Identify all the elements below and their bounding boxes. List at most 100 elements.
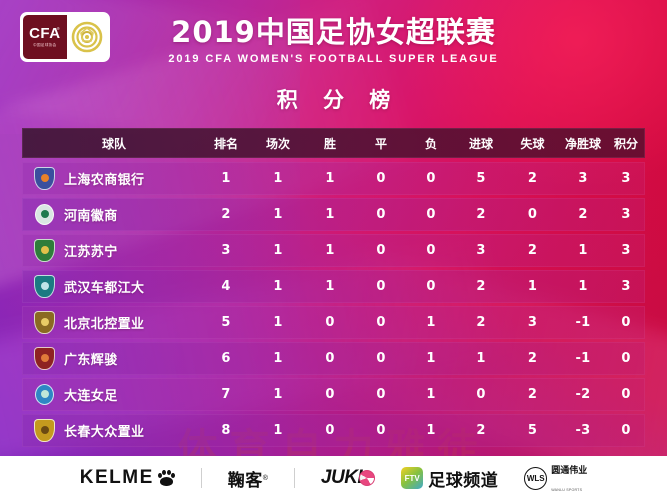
team-name: 武汉车都江大 bbox=[64, 281, 145, 296]
sponsor-ftv-channel[interactable]: FTV 足球频道 bbox=[401, 465, 498, 491]
sponsor-bar: KELME 鞠客 ® JUKI FTV 足球频道 WLS 圆通伟业 WANLU … bbox=[0, 456, 667, 500]
crest-guangdong-icon bbox=[34, 347, 55, 370]
football-icon bbox=[359, 470, 376, 486]
cell-goals-against: 2 bbox=[527, 351, 538, 366]
crest-shanghai-icon bbox=[34, 167, 55, 190]
sponsor-divider-2 bbox=[293, 468, 295, 488]
cell-goals-for: 2 bbox=[476, 423, 486, 438]
table-row[interactable]: 河南徽商 2 1 1 0 0 2 0 2 3 bbox=[22, 198, 645, 231]
table-row[interactable]: 广东辉骏 6 1 0 0 1 1 2 -1 0 bbox=[22, 342, 645, 375]
cell-goal-diff: -1 bbox=[575, 351, 591, 366]
cfa-logo-text: CFA bbox=[29, 24, 61, 42]
cell-team: 北京北控置业 bbox=[22, 311, 200, 334]
cell-draws: 0 bbox=[376, 351, 386, 366]
wls-wordmark: 圆通伟业 bbox=[551, 466, 588, 476]
cfa-logo: CFA ® 中国足球协会 bbox=[20, 12, 110, 62]
background-glow bbox=[397, 0, 667, 190]
cell-rank: 8 bbox=[221, 423, 231, 438]
crest-henan-icon bbox=[34, 203, 55, 226]
table-row[interactable]: 上海农商银行 1 1 1 0 0 5 2 3 3 bbox=[22, 162, 645, 195]
sponsor-wls[interactable]: WLS 圆通伟业 WANLU SPORTS bbox=[524, 465, 588, 492]
cell-team: 河南徽商 bbox=[22, 203, 200, 226]
cell-wins: 0 bbox=[325, 423, 335, 438]
cell-losses: 1 bbox=[426, 423, 436, 438]
cell-team: 大连女足 bbox=[22, 383, 200, 406]
cell-played: 1 bbox=[273, 171, 283, 186]
team-name: 上海农商银行 bbox=[64, 173, 145, 188]
cell-goals-for: 5 bbox=[476, 171, 486, 186]
header: CFA ® 中国足球协会 2019中国足协女超联赛 2019 CFA W bbox=[0, 0, 667, 122]
cell-draws: 0 bbox=[376, 207, 386, 222]
sponsor-juke[interactable]: 鞠客 ® bbox=[228, 465, 268, 491]
cell-wins: 0 bbox=[325, 387, 335, 402]
cell-goal-diff: 2 bbox=[578, 207, 588, 222]
column-header-team: 球队 bbox=[101, 136, 126, 151]
cell-goals-for: 2 bbox=[476, 315, 486, 330]
cell-draws: 0 bbox=[376, 387, 386, 402]
cell-draws: 0 bbox=[376, 243, 386, 258]
cell-points: 3 bbox=[621, 243, 631, 258]
cell-draws: 0 bbox=[376, 171, 386, 186]
cell-goal-diff: 1 bbox=[578, 243, 588, 258]
cell-rank: 7 bbox=[221, 387, 231, 402]
cell-draws: 0 bbox=[376, 315, 386, 330]
cell-losses: 1 bbox=[426, 315, 436, 330]
standings-table: 球队 排名 场次 胜 平 负 进球 失球 净胜球 积分 上海农商银行 1 1 1 0 0 5… bbox=[22, 128, 645, 450]
cfa-logo-wordmark: CFA ® 中国足球协会 bbox=[23, 15, 67, 59]
table-row[interactable]: 长春大众置业 8 1 0 0 1 2 5 -3 0 bbox=[22, 414, 645, 447]
cell-team: 武汉车都江大 bbox=[22, 275, 200, 298]
column-header-goal-diff: 净胜球 bbox=[564, 136, 601, 151]
cell-played: 1 bbox=[273, 207, 283, 222]
cell-goal-diff: -2 bbox=[575, 387, 591, 402]
cell-rank: 1 bbox=[221, 171, 231, 186]
cell-wins: 0 bbox=[325, 315, 335, 330]
page-title-en: 2019 CFA WOMEN'S FOOTBALL SUPER LEAGUE bbox=[168, 53, 499, 66]
cell-losses: 1 bbox=[426, 351, 436, 366]
kelme-wordmark: KELME bbox=[79, 467, 154, 488]
cell-wins: 1 bbox=[325, 279, 335, 294]
title-block: 2019中国足协女超联赛 2019 CFA WOMEN'S FOOTBALL S… bbox=[0, 15, 667, 66]
cell-losses: 1 bbox=[426, 387, 436, 402]
sponsor-juki[interactable]: JUKI bbox=[320, 465, 376, 491]
column-header-wins: 胜 bbox=[323, 136, 336, 151]
cell-wins: 1 bbox=[325, 171, 335, 186]
cell-played: 1 bbox=[273, 315, 283, 330]
table-row[interactable]: 武汉车都江大 4 1 1 0 0 2 1 1 3 bbox=[22, 270, 645, 303]
crest-dalian-icon bbox=[34, 383, 55, 406]
sponsor-kelme[interactable]: KELME bbox=[80, 465, 175, 491]
cell-rank: 6 bbox=[221, 351, 231, 366]
cell-points: 0 bbox=[621, 387, 631, 402]
team-name: 广东辉骏 bbox=[64, 353, 118, 368]
column-header-draws: 平 bbox=[374, 136, 387, 151]
cell-draws: 0 bbox=[376, 423, 386, 438]
cell-points: 0 bbox=[621, 351, 631, 366]
column-header-points: 积分 bbox=[613, 136, 638, 151]
cell-losses: 0 bbox=[426, 207, 436, 222]
wls-badge-icon: WLS bbox=[524, 466, 548, 490]
column-header-played: 场次 bbox=[265, 136, 290, 151]
team-name: 河南徽商 bbox=[64, 209, 118, 224]
cfa-logo-subtext: 中国足球协会 bbox=[33, 43, 57, 48]
cell-rank: 3 bbox=[221, 243, 231, 258]
paw-icon bbox=[157, 470, 175, 486]
cell-goals-against: 2 bbox=[527, 243, 538, 258]
crest-jiangsu-icon bbox=[34, 239, 55, 262]
page-title-cn: 2019中国足协女超联赛 bbox=[171, 15, 496, 49]
cell-goals-for: 2 bbox=[476, 207, 486, 222]
cell-goals-for: 1 bbox=[476, 351, 486, 366]
cell-points: 3 bbox=[621, 207, 631, 222]
cell-team: 广东辉骏 bbox=[22, 347, 200, 370]
cell-losses: 0 bbox=[426, 279, 436, 294]
crest-wuhan-icon bbox=[34, 275, 55, 298]
cell-points: 0 bbox=[621, 423, 631, 438]
table-row[interactable]: 江苏苏宁 3 1 1 0 0 3 2 1 3 bbox=[22, 234, 645, 267]
cell-team: 长春大众置业 bbox=[22, 419, 200, 442]
team-name: 大连女足 bbox=[64, 389, 118, 404]
table-row[interactable]: 大连女足 7 1 0 0 1 0 2 -2 0 bbox=[22, 378, 645, 411]
team-name: 江苏苏宁 bbox=[64, 245, 118, 260]
juki-wordmark: JUKI bbox=[320, 467, 363, 488]
table-row[interactable]: 北京北控置业 5 1 0 0 1 2 3 -1 0 bbox=[22, 306, 645, 339]
column-header-goals-against: 失球 bbox=[520, 136, 545, 151]
column-header-goals-for: 进球 bbox=[468, 136, 493, 151]
cell-played: 1 bbox=[273, 243, 283, 258]
